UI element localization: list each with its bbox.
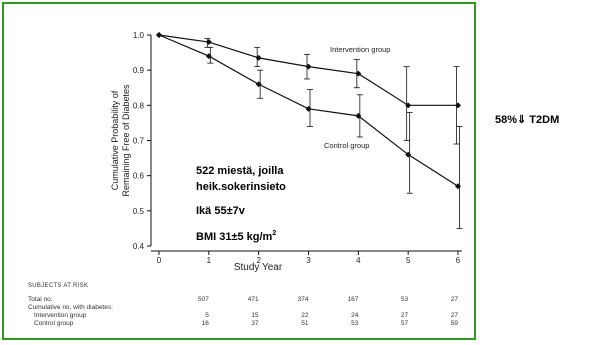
risk-row-label: Intervention group — [34, 312, 87, 319]
risk-cell: 16 — [202, 320, 210, 327]
risk-cell: 471 — [248, 296, 259, 303]
risk-cell: 24 — [351, 312, 359, 319]
risk-cell: 374 — [298, 296, 309, 303]
x-tick-label: 2 — [256, 256, 261, 265]
series-line-intervention — [158, 34, 458, 106]
risk-table-title: SUBJECTS AT RISK — [28, 283, 88, 289]
risk-cell: 5 — [205, 312, 209, 319]
y-tick-label: 0.9 — [133, 66, 145, 75]
annotation-line-4: BMI 31±5 kg/m2 — [196, 230, 276, 243]
x-tick-label: 6 — [456, 256, 461, 265]
risk-cell: 27 — [451, 312, 459, 319]
side-note: 58%⇓ T2DM — [495, 114, 560, 126]
y-axis-label-line1: Cumulative Probability of — [110, 90, 120, 190]
risk-cell: 507 — [198, 296, 209, 303]
y-tick-label: 0.6 — [133, 172, 145, 181]
risk-cell: 15 — [251, 312, 259, 319]
y-tick-label: 0.4 — [133, 242, 145, 251]
annotation-bmi-text: BMI 31±5 kg/m — [196, 231, 273, 243]
data-point-control — [255, 81, 262, 88]
y-axis-ticks: 0.4 0.5 0.6 0.7 0.8 0.9 1.0 — [133, 31, 151, 251]
legend-label-control: Control group — [324, 141, 369, 150]
data-point-intervention — [405, 102, 412, 109]
annotation-line-2: heik.sokerinsieto — [196, 181, 286, 193]
series-layer — [156, 32, 463, 229]
x-axis-label: Study Year — [234, 262, 283, 273]
data-point-intervention — [355, 70, 362, 77]
data-point-control — [405, 151, 412, 158]
y-tick-label: 1.0 — [133, 31, 145, 40]
y-tick-label: 0.8 — [133, 101, 145, 110]
x-tick-label: 4 — [356, 256, 361, 265]
risk-row-label: Control group — [34, 320, 74, 327]
y-tick-label: 0.7 — [133, 137, 145, 146]
risk-cell: 22 — [301, 312, 309, 319]
annotation-line-3: Ikä 55±7v — [196, 205, 246, 217]
x-tick-label: 5 — [406, 256, 411, 265]
x-tick-label: 0 — [157, 256, 162, 265]
data-point-intervention — [455, 102, 461, 109]
risk-cell: 53 — [401, 296, 409, 303]
data-point-control — [355, 112, 362, 119]
risk-cell: 37 — [251, 320, 259, 327]
data-point-intervention — [255, 54, 262, 61]
data-point-control — [205, 53, 212, 60]
chart-frame: 0.4 0.5 0.6 0.7 0.8 0.9 1.0 0 1 2 3 4 5 6 Cumulative… — [2, 2, 476, 340]
risk-row-label: Cumulative no. with diabetes: — [28, 304, 113, 311]
annotation-line-1: 522 miestä, joilla — [196, 165, 284, 177]
risk-cell: 53 — [351, 320, 359, 327]
legend-label-intervention: Intervention group — [330, 45, 390, 54]
risk-cell: 51 — [301, 320, 309, 327]
data-point-control — [305, 105, 312, 112]
risk-cell: 57 — [401, 320, 409, 327]
annotation-bmi-superscript: 2 — [272, 230, 276, 237]
risk-row-label: Total no. — [28, 296, 53, 303]
y-tick-label: 0.5 — [133, 207, 145, 216]
data-point-intervention — [205, 39, 212, 46]
data-point-control — [156, 32, 162, 38]
data-point-intervention — [305, 63, 312, 70]
risk-cell: 27 — [451, 296, 459, 303]
data-point-control — [455, 183, 461, 190]
x-tick-label: 1 — [207, 256, 212, 265]
risk-cell: 59 — [451, 320, 459, 327]
x-tick-label: 3 — [306, 256, 311, 265]
risk-cell: 27 — [401, 312, 409, 319]
y-axis-label-line2: Remaining Free of Diabetes — [121, 84, 131, 197]
risk-cell: 167 — [347, 296, 358, 303]
x-axis-ticks: 0 1 2 3 4 5 6 — [157, 251, 461, 265]
chart-svg: 0.4 0.5 0.6 0.7 0.8 0.9 1.0 0 1 2 3 4 5 6 Cumulative… — [28, 31, 463, 327]
